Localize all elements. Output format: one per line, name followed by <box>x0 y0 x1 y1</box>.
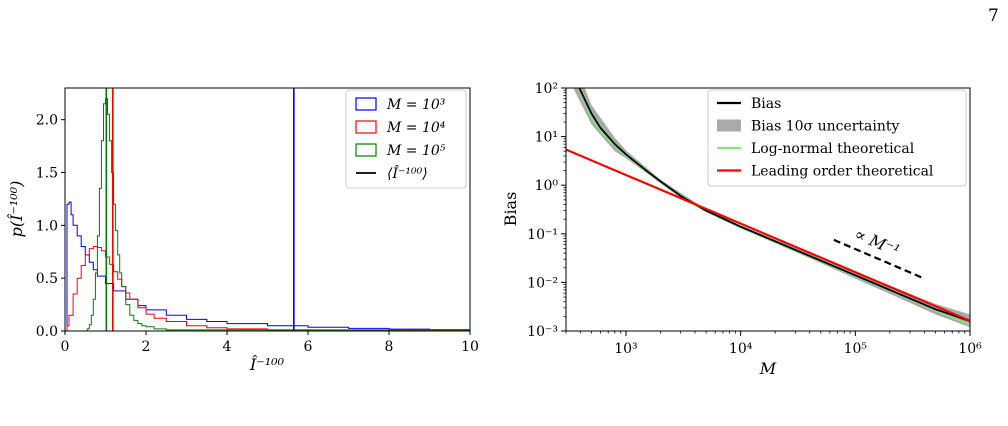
slope-annotation-line <box>833 238 925 280</box>
bias-legend-label-0: Bias <box>751 96 781 112</box>
bias-x-axis-label: M <box>759 359 777 378</box>
bias-y-axis-label: Bias <box>501 192 520 227</box>
figure: 0 2 4 6 8 10 0.0 0.5 1.0 1.5 2.0 Î⁻¹⁰⁰ p(Î⁻¹⁰⁰) M… <box>6 81 982 378</box>
bias-series-3 <box>566 148 970 322</box>
histogram-y-tick-label-3: 1.5 <box>36 166 58 182</box>
histogram-legend-swatch-0 <box>355 97 377 111</box>
histogram-x-tick-label-1: 2 <box>142 339 151 355</box>
bias-y-tick-label-2: 10⁻¹ <box>527 227 558 243</box>
bias-y-tick-label-1: 10⁻² <box>527 275 558 291</box>
histogram-mean-lines <box>105 88 295 331</box>
figure-caption-fragment <box>250 392 750 426</box>
bias-legend-label-1: Bias 10σ uncertainty <box>751 119 900 135</box>
bias-legend-label-2: Log-normal theoretical <box>751 141 915 157</box>
bias-plot-frame <box>565 87 971 332</box>
histogram-y-axis-label: p(Î⁻¹⁰⁰) <box>6 181 26 238</box>
bias-x-tick-label-0: 10³ <box>614 341 637 357</box>
slope-annotation-label: ∝ M⁻¹ <box>852 224 903 260</box>
histogram-x-tick-label-3: 6 <box>304 339 313 355</box>
histogram-panel: 0 2 4 6 8 10 0.0 0.5 1.0 1.5 2.0 Î⁻¹⁰⁰ p(Î⁻¹⁰⁰) M… <box>6 87 479 374</box>
bias-x-tick-label-2: 10⁵ <box>844 341 868 357</box>
histogram-series-1 <box>65 246 470 331</box>
histogram-y-ticks: 0.0 0.5 1.0 1.5 2.0 <box>36 113 65 340</box>
bias-y-tick-label-4: 10¹ <box>535 130 558 146</box>
bias-y-tick-label-3: 10⁰ <box>535 178 559 194</box>
histogram-y-tick-label-1: 0.5 <box>36 271 58 287</box>
bias-panel: 10³ 10⁴ 10⁵ 10⁶ 10⁻³ 10⁻² 10⁻¹ 10⁰ 10¹ 10² M Bia… <box>501 81 982 378</box>
histogram-y-tick-label-2: 1.0 <box>36 218 58 234</box>
histogram-legend: M = 10³ M = 10⁴ M = 10⁵ ⟨Î⁻¹⁰⁰⟩ <box>345 89 467 189</box>
bias-x-tick-label-3: 10⁶ <box>958 341 982 357</box>
histogram-x-tick-label-2: 4 <box>223 339 232 355</box>
histogram-legend-label-2: M = 10⁵ <box>386 143 446 159</box>
histogram-legend-swatch-2 <box>355 143 377 157</box>
histogram-x-ticks: 0 2 4 6 8 10 <box>61 331 479 355</box>
bias-y-tick-label-0: 10⁻³ <box>527 324 558 340</box>
bias-series-0 <box>578 88 970 322</box>
bias-legend: Bias Bias 10σ uncertainty Log-normal theor… <box>707 89 967 187</box>
bias-x-tick-label-1: 10⁴ <box>729 341 753 357</box>
histogram-x-tick-label-0: 0 <box>61 339 70 355</box>
histogram-y-tick-label-0: 0.0 <box>36 324 58 340</box>
page-number: 7 <box>988 6 999 26</box>
histogram-legend-box <box>345 89 467 189</box>
histogram-legend-swatch-1 <box>355 120 377 134</box>
histogram-x-tick-label-5: 10 <box>461 339 479 355</box>
histogram-x-tick-label-4: 8 <box>385 339 394 355</box>
histogram-legend-label-1: M = 10⁴ <box>386 120 446 136</box>
bias-legend-box <box>707 89 967 187</box>
bias-series-group <box>566 88 970 328</box>
histogram-x-axis-label: Î⁻¹⁰⁰ <box>249 354 285 374</box>
bias-y-tick-label-5: 10² <box>535 81 558 97</box>
histogram-series-0 <box>65 201 470 331</box>
bias-legend-swatch-1 <box>717 119 741 132</box>
bias-x-ticks: 10³ 10⁴ 10⁵ 10⁶ <box>565 331 982 357</box>
histogram-legend-label-0: M = 10³ <box>386 97 446 113</box>
histogram-plot-frame <box>64 87 471 332</box>
histogram-y-tick-label-4: 2.0 <box>36 113 58 129</box>
bias-legend-label-3: Leading order theoretical <box>751 164 934 180</box>
bias-y-ticks: 10⁻³ 10⁻² 10⁻¹ 10⁰ 10¹ 10² <box>527 81 566 340</box>
histogram-legend-label-3: ⟨Î⁻¹⁰⁰⟩ <box>387 164 428 182</box>
